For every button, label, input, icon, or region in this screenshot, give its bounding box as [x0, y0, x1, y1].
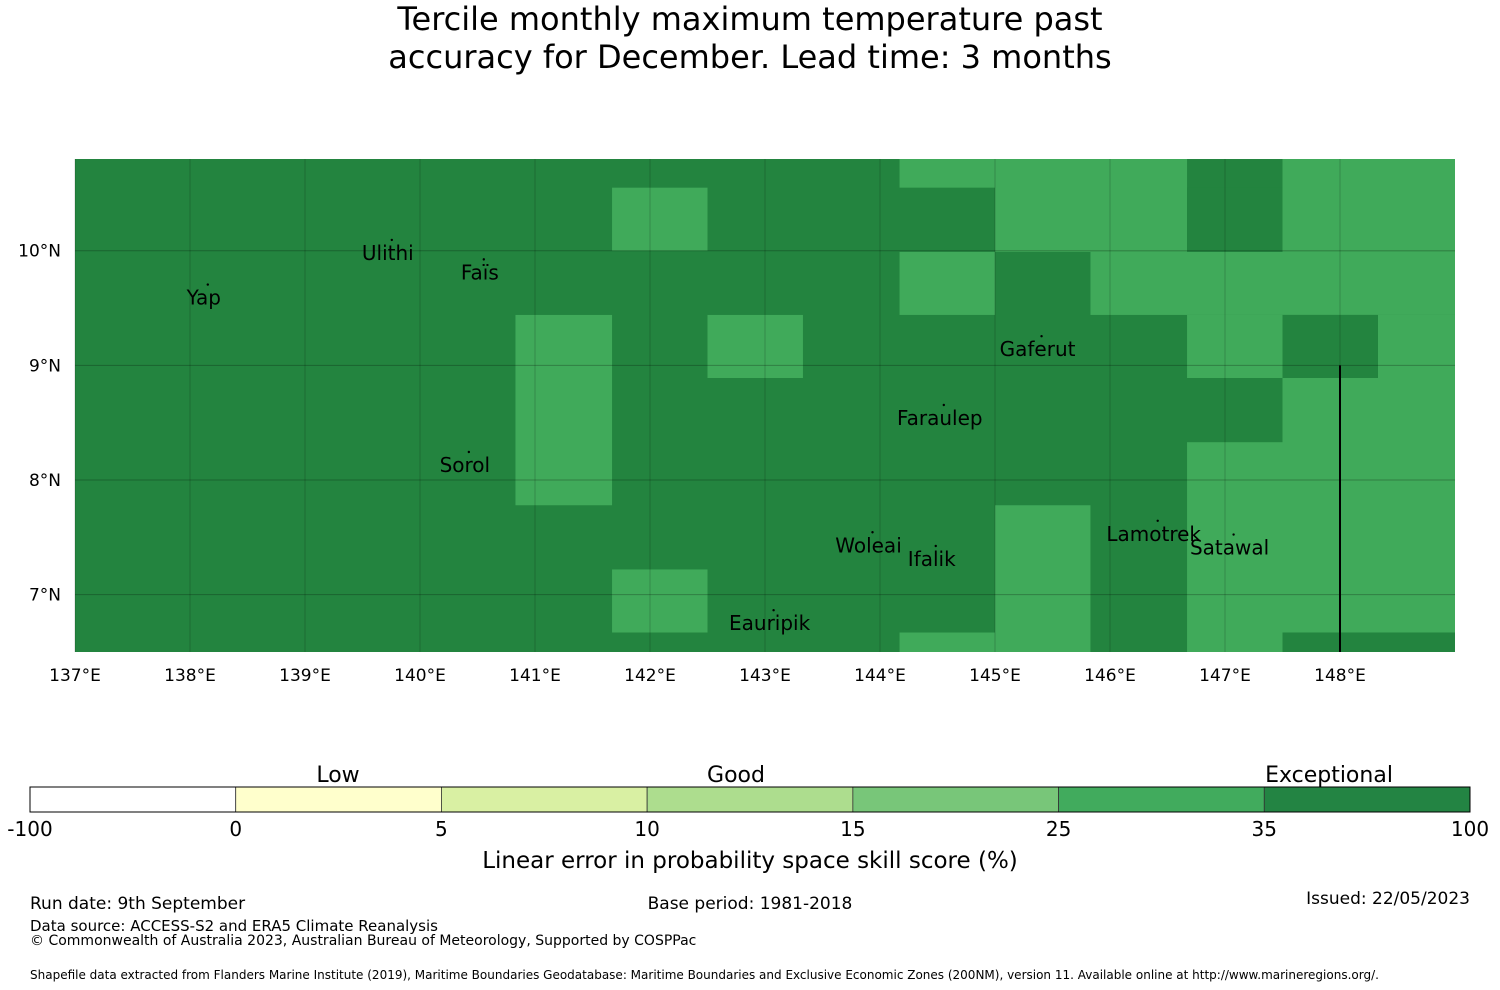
skill-cell [612, 569, 708, 633]
island-label: Ifalik [908, 547, 956, 571]
colorbar-segment [1058, 786, 1265, 813]
colorbar-axis-label: Linear error in probability space skill … [482, 848, 1018, 874]
island-labels: Ulithi Faïs Yap Gaferut Faraulep Sorol WoleaiI… [186, 238, 1269, 635]
issued-date: Issued: 22/05/2023 [1306, 889, 1470, 909]
island-label: Lamotrek [1106, 522, 1201, 546]
colorbar-tick-label: 0 [229, 817, 242, 841]
island-marker [1232, 533, 1235, 536]
shapefile-credit: Shapefile data extracted from Flanders M… [30, 968, 1379, 982]
island-marker [482, 258, 485, 261]
lon-tick-label: 146°E [1084, 666, 1136, 686]
lon-tick-label: 137°E [49, 666, 101, 686]
island-label: Sorol [440, 453, 491, 477]
skill-cell [995, 159, 1188, 252]
colorbar-category-label: Good [707, 763, 765, 788]
lon-tick-label: 138°E [164, 666, 216, 686]
colorbar-category-label: Exceptional [1265, 763, 1393, 788]
skill-cell [1282, 314, 1378, 378]
island-label: Faraulep [897, 406, 983, 430]
skill-cell [1282, 632, 1455, 652]
colorbar-tick-label: 15 [840, 817, 865, 841]
map-gridlines [74, 159, 1455, 652]
colorbar-segment [1263, 786, 1471, 813]
colorbar-segment [235, 786, 442, 813]
lon-tick-label: 142°E [624, 666, 676, 686]
longitude-tick-labels: 137°E 138°E 139°E 140°E 141°E 142°E 143°E 144°E… [49, 666, 1366, 686]
colorbar-tick-label: 35 [1252, 817, 1277, 841]
latitude-tick-labels: 10°N 9°N 8°N 7°N [18, 242, 61, 606]
title-line-1: Tercile monthly maximum temperature past [397, 0, 1103, 38]
skill-cell [1187, 632, 1283, 652]
colorbar-tick-label: 25 [1046, 817, 1071, 841]
island-label: Gaferut [1000, 337, 1076, 361]
lon-tick-label: 143°E [739, 666, 791, 686]
colorbar: -100 0 5 10 15 25 35 100 Low Good Exceptional Linea… [7, 763, 1489, 874]
skill-cell [612, 187, 708, 251]
colorbar-segment [852, 786, 1059, 813]
run-date: Run date: 9th September [30, 894, 246, 914]
colorbar-tick-label: 10 [634, 817, 659, 841]
colorbar-segment [29, 786, 237, 813]
title-line-2: accuracy for December. Lead time: 3 mont… [388, 38, 1112, 76]
island-label: Ulithi [362, 241, 414, 265]
colorbar-tick-label: 100 [1451, 817, 1489, 841]
skill-cell [707, 314, 803, 378]
island-marker [772, 609, 775, 612]
skill-cell [515, 314, 613, 506]
map-title: Tercile monthly maximum temperature past… [0, 0, 1500, 76]
skill-cell [1187, 314, 1283, 378]
island-label: Faïs [461, 260, 499, 284]
skill-cell [1282, 377, 1455, 633]
skill-cell [899, 251, 995, 315]
island-label: Yap [186, 286, 221, 310]
colorbar-category-label: Low [316, 763, 359, 788]
lat-tick-label: 10°N [18, 242, 61, 262]
base-period: Base period: 1981-2018 [647, 894, 853, 914]
lon-tick-label: 147°E [1199, 666, 1251, 686]
copyright: © Commonwealth of Australia 2023, Austra… [30, 933, 697, 949]
island-marker [942, 403, 945, 407]
island-marker [390, 238, 393, 242]
lon-tick-label: 141°E [509, 666, 561, 686]
colorbar-frame [29, 786, 1471, 813]
island-label: Woleai [835, 533, 902, 557]
skill-cells [75, 159, 1455, 652]
lon-tick-label: 148°E [1314, 666, 1366, 686]
lat-tick-label: 7°N [29, 586, 61, 606]
island-marker [206, 283, 209, 286]
skill-cell [995, 505, 1091, 652]
lon-tick-label: 144°E [854, 666, 906, 686]
island-label: Satawal [1190, 536, 1269, 560]
skill-cell [899, 159, 995, 188]
island-marker [871, 531, 874, 534]
island-marker [1040, 335, 1043, 338]
data-source: Data source: ACCESS-S2 and ERA5 Climate … [30, 917, 438, 935]
colorbar-tick-label: 5 [435, 817, 448, 841]
skill-cell [1187, 187, 1283, 252]
island-marker [1156, 519, 1159, 522]
lat-tick-label: 9°N [29, 356, 61, 376]
skill-cell [1187, 442, 1283, 633]
colorbar-segment [646, 786, 854, 813]
lat-tick-label: 8°N [29, 471, 61, 491]
lon-tick-label: 140°E [394, 666, 446, 686]
island-marker [934, 544, 937, 548]
colorbar-tick-label: -100 [7, 817, 52, 841]
skill-cell [899, 632, 995, 652]
lon-tick-label: 145°E [969, 666, 1021, 686]
skill-cell [1282, 159, 1455, 252]
island-marker [467, 450, 471, 454]
skill-cell [1090, 251, 1455, 315]
lon-tick-label: 139°E [279, 666, 331, 686]
island-label: Eauripik [729, 611, 811, 635]
colorbar-segment [441, 786, 648, 813]
